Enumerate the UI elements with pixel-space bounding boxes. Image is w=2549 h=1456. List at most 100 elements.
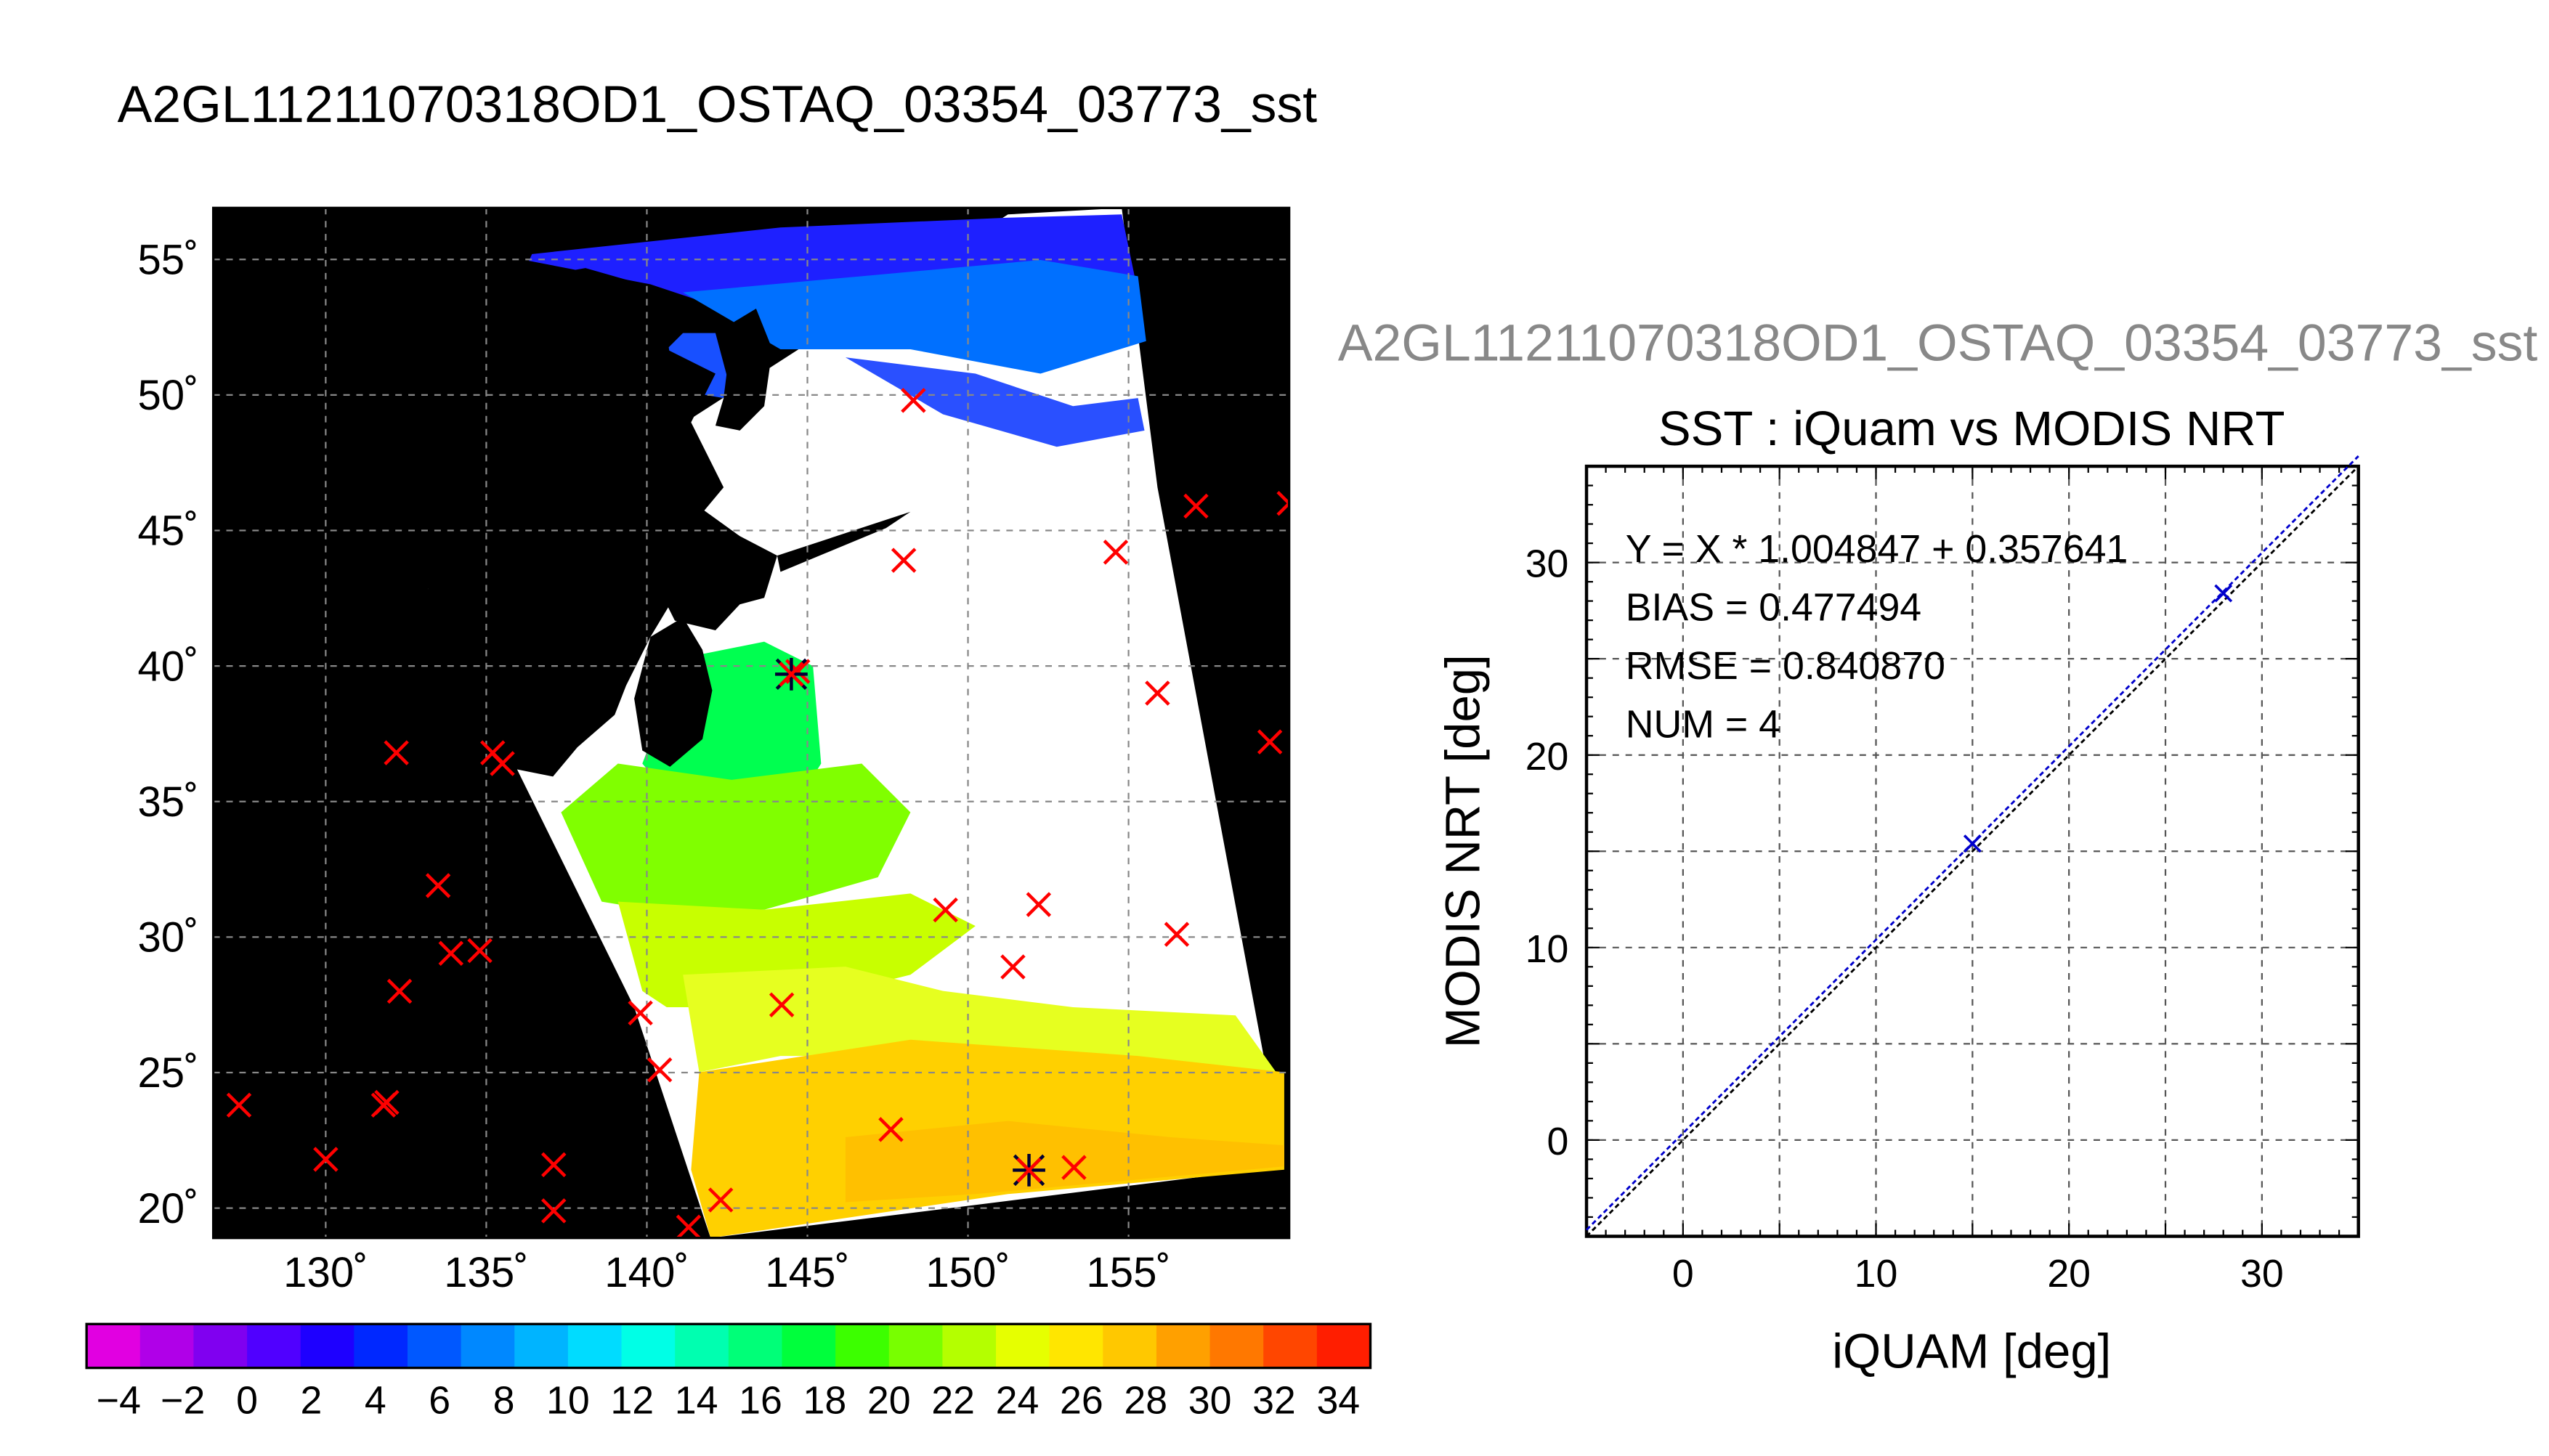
scatter-annotation: RMSE = 0.840870 — [1626, 644, 1945, 688]
map-lat-tick-label: 20˚ — [137, 1185, 198, 1232]
colorbar-tick-label: 4 — [365, 1378, 386, 1422]
colorbar-tick-label: 8 — [493, 1378, 515, 1422]
colorbar-tick-label: 20 — [867, 1378, 911, 1422]
scatter-point — [1963, 834, 1982, 853]
scatter-x-tick-label: 0 — [1672, 1252, 1694, 1296]
scatter-annotation: Y = X * 1.004847 + 0.357641 — [1626, 527, 2128, 571]
colorbar-cell — [675, 1324, 729, 1368]
scatter-annotation: NUM = 4 — [1626, 703, 1780, 747]
map-panel: 55˚ 50˚ 45˚ 40˚ 35˚ 30˚ 25˚ 20˚ 130˚ 135˚ 140˚ 145… — [137, 206, 1291, 1296]
colorbar-cell — [86, 1324, 141, 1368]
colorbar-tick-label: −4 — [97, 1378, 141, 1422]
colorbar-cell — [514, 1324, 570, 1368]
colorbar-cells — [86, 1324, 1371, 1368]
colorbar-tick-label: 12 — [610, 1378, 654, 1422]
map-lon-tick-label: 140˚ — [604, 1249, 689, 1296]
colorbar-cell — [1209, 1324, 1265, 1368]
colorbar-cell — [247, 1324, 301, 1368]
map-lon-tick-label: 155˚ — [1086, 1249, 1170, 1296]
map-lat-tick-label: 25˚ — [137, 1049, 198, 1097]
scatter-point — [2214, 584, 2233, 603]
map-red-marker — [933, 897, 958, 923]
scatter-y-tick-label: 30 — [1525, 542, 1569, 586]
scatter-y-tick-label: 20 — [1525, 735, 1569, 778]
scatter-points — [1963, 584, 2233, 853]
colorbar-tick-label: −2 — [161, 1378, 205, 1422]
map-red-marker — [226, 1092, 252, 1118]
colorbar-tick-label: 22 — [931, 1378, 975, 1422]
map-lat-tick-label: 45˚ — [137, 508, 198, 555]
colorbar: −4 −2 0 2 4 6 8 10 12 14 16 18 20 22 24 26 28 30 32 34 — [85, 1322, 1372, 1422]
colorbar-cell — [461, 1324, 516, 1368]
map-red-marker — [1000, 954, 1026, 980]
map-red-marker — [878, 1117, 904, 1142]
scatter-panel: SST : iQuam vs MODIS NRT 0 10 20 30 0 10 20 30… — [1435, 402, 2360, 1379]
scatter-ylabel: MODIS NRT [deg] — [1435, 654, 1490, 1048]
map-red-marker — [374, 1089, 400, 1115]
map-grid — [213, 208, 1289, 1238]
colorbar-cell — [782, 1324, 837, 1368]
map-red-marker — [425, 873, 451, 898]
colorbar-tick-label: 14 — [675, 1378, 718, 1422]
map-red-marker — [1276, 490, 1289, 516]
map-red-marker — [676, 1214, 702, 1238]
main-title: A2GL11211070318OD1_OSTAQ_03354_03773_sst — [118, 76, 1318, 134]
colorbar-tick-label: 24 — [996, 1378, 1040, 1422]
map-red-marker — [1061, 1155, 1087, 1180]
scatter-x-tick-label: 20 — [2047, 1252, 2091, 1296]
map-red-marker — [769, 992, 795, 1017]
map-lon-labels: 130˚ 135˚ 140˚ 145˚ 150˚ 155˚ — [283, 1249, 1171, 1296]
map-red-marker — [490, 751, 515, 776]
colorbar-tick-label: 2 — [301, 1378, 323, 1422]
scatter-minor-ticks — [1585, 465, 2359, 1237]
colorbar-tick-label: 32 — [1252, 1378, 1296, 1422]
colorbar-cell — [621, 1324, 676, 1368]
scatter-y-tick-labels: 0 10 20 30 — [1525, 542, 1569, 1163]
scatter-x-tick-labels: 0 10 20 30 — [1672, 1252, 2284, 1296]
map-red-marker — [313, 1147, 339, 1172]
map-lat-tick-label: 50˚ — [137, 372, 198, 419]
colorbar-tick-label: 18 — [803, 1378, 847, 1422]
scatter-title: SST : iQuam vs MODIS NRT — [1658, 402, 2285, 456]
map-red-marker — [541, 1198, 567, 1224]
scatter-x-tick-label: 10 — [1855, 1252, 1898, 1296]
map-red-marker — [1164, 922, 1190, 947]
colorbar-cell — [1049, 1324, 1104, 1368]
map-red-marker — [628, 1000, 653, 1026]
colorbar-cell — [888, 1324, 944, 1368]
scatter-y-tick-label: 10 — [1525, 927, 1569, 971]
right-title: A2GL11211070318OD1_OSTAQ_03354_03773_sst — [1338, 314, 2538, 373]
map-lon-tick-label: 135˚ — [444, 1249, 528, 1296]
scatter-grid — [1586, 466, 2359, 1237]
colorbar-tick-label: 30 — [1188, 1378, 1232, 1422]
map-red-marker — [386, 978, 413, 1004]
map-lat-labels: 55˚ 50˚ 45˚ 40˚ 35˚ 30˚ 25˚ 20˚ — [137, 236, 198, 1232]
map-red-marker — [1257, 729, 1283, 755]
map-red-marker — [708, 1187, 734, 1213]
colorbar-cell — [942, 1324, 997, 1368]
scatter-identity-line — [1586, 465, 2359, 1237]
map-match-red-marker — [1016, 1158, 1042, 1183]
map-red-marker — [1103, 540, 1129, 565]
colorbar-tick-label: 16 — [739, 1378, 782, 1422]
map-lon-tick-label: 130˚ — [283, 1249, 368, 1296]
colorbar-cell — [728, 1324, 783, 1368]
map-red-marker — [891, 548, 917, 573]
scatter-x-tick-label: 30 — [2240, 1252, 2284, 1296]
scatter-y-tick-label: 0 — [1547, 1120, 1569, 1163]
map-red-marker — [467, 938, 493, 964]
map-red-marker — [1145, 680, 1170, 706]
map-red-marker — [384, 740, 409, 765]
map-red-marker — [901, 388, 926, 413]
scatter-xlabel: iQUAM [deg] — [1832, 1325, 2111, 1379]
map-match-markers — [775, 657, 1045, 1187]
colorbar-tick-label: 26 — [1060, 1378, 1103, 1422]
colorbar-tick-label: 34 — [1316, 1378, 1360, 1422]
map-red-marker — [541, 1152, 567, 1178]
map-lat-tick-label: 55˚ — [137, 236, 198, 283]
colorbar-tick-label: 0 — [236, 1378, 258, 1422]
colorbar-tick-label: 10 — [546, 1378, 590, 1422]
colorbar-cell — [1156, 1324, 1211, 1368]
